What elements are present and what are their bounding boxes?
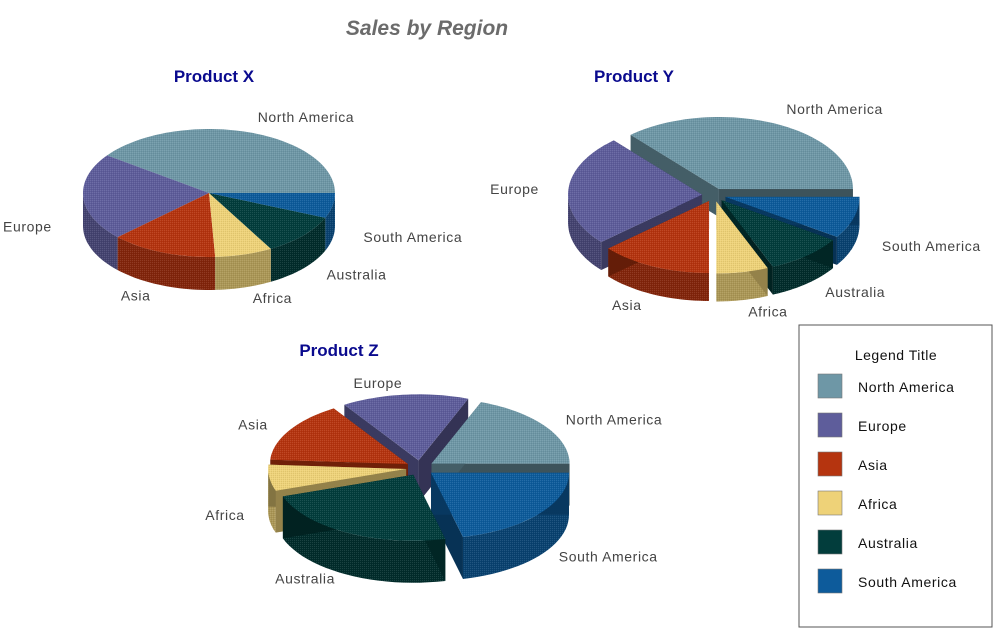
pie-tops-product-z — [268, 394, 570, 541]
pie-wall-texture — [117, 237, 216, 290]
legend-label-south-america: South America — [858, 574, 957, 590]
pie-slice-texture — [83, 155, 209, 238]
pie-slice-texture — [431, 402, 570, 464]
legend-item-europe: Europe — [817, 412, 907, 438]
pie-wall-texture — [83, 193, 118, 271]
pie-wall-texture — [568, 194, 602, 270]
slice-label-product-z-africa: Africa — [205, 507, 244, 523]
pie-wall-texture — [325, 193, 335, 251]
chart-title: Sales by Region — [346, 17, 508, 40]
pie-slice-texture — [725, 196, 860, 237]
pie-walls-product-x — [83, 193, 335, 290]
pie-title-product-z: Product Z — [299, 341, 378, 360]
pie-slice-texture — [716, 201, 768, 274]
pie-slice-texture — [270, 408, 408, 465]
legend-swatch-asia — [817, 451, 843, 477]
pie-product-z: Product Z North America Europe Asia Africa A… — [205, 341, 663, 587]
pie-tops-product-y — [568, 117, 860, 274]
pie-title-product-y: Product Y — [594, 67, 675, 86]
legend-label-asia: Asia — [858, 457, 888, 473]
pie-labels-product-y: North America Europe Asia Africa Australia So… — [490, 101, 981, 319]
slice-label-product-x-south-america: South America — [363, 229, 462, 245]
pie-slice-texture — [721, 200, 833, 267]
pie-slice-texture — [209, 193, 326, 249]
pie-slice-texture — [107, 129, 335, 193]
legend-swatch-australia — [817, 529, 843, 555]
slice-label-product-z-australia: Australia — [275, 571, 335, 587]
pie-product-x: Product X North America Europe Asia Africa A… — [3, 67, 462, 306]
pie-slice-texture — [282, 474, 446, 541]
pie-wall-texture — [282, 496, 446, 583]
legend-swatch-europe — [817, 412, 843, 438]
pie-wall-texture — [215, 248, 271, 290]
slice-label-product-z-south-america: South America — [559, 549, 658, 565]
slice-label-product-y-south-america: South America — [882, 238, 981, 254]
pie-slice-texture — [209, 193, 335, 218]
legend-swatch-africa — [817, 490, 843, 516]
legend-label-australia: Australia — [858, 535, 918, 551]
slice-label-product-y-europe: Europe — [490, 181, 539, 197]
pie-slice-texture — [431, 472, 569, 537]
pie-slice-texture — [117, 193, 216, 257]
slice-label-product-y-asia: Asia — [612, 297, 642, 313]
pie-slice-texture — [630, 117, 853, 189]
pie-slice-texture — [268, 464, 407, 491]
pie-title-product-x: Product X — [174, 67, 255, 86]
legend-swatch-north-america — [817, 373, 843, 399]
legend-title: Legend Title — [855, 347, 937, 363]
legend-label-north-america: North America — [858, 379, 955, 395]
pie-labels-product-z: North America Europe Asia Africa Australia So… — [205, 375, 663, 587]
pie-tops-product-x — [83, 129, 335, 257]
slice-label-product-x-africa: Africa — [253, 290, 292, 306]
slice-label-product-x-asia: Asia — [121, 287, 151, 303]
slice-label-product-z-north-america: North America — [566, 412, 663, 428]
slice-label-product-y-australia: Australia — [825, 284, 885, 300]
legend-item-australia: Australia — [817, 529, 918, 555]
pie-slice-texture — [608, 201, 709, 273]
legend-item-south-america: South America — [817, 568, 957, 594]
pie-slice-texture — [209, 193, 271, 257]
pie-labels-product-x: North America Europe Asia Africa Australia So… — [3, 109, 462, 306]
pie-wall-texture — [836, 196, 860, 265]
pie-wall-texture — [463, 472, 569, 579]
legend-label-africa: Africa — [858, 496, 897, 512]
pie-slice-texture — [568, 140, 702, 242]
slice-label-product-z-europe: Europe — [354, 375, 403, 391]
legend-item-africa: Africa — [817, 490, 897, 516]
slice-label-product-y-north-america: North America — [786, 101, 883, 117]
slice-label-product-z-asia: Asia — [238, 416, 268, 432]
pie-wall-texture — [270, 217, 326, 282]
legend-label-europe: Europe — [858, 418, 907, 434]
legend: Legend Title North America Europe Asia Afri… — [798, 324, 993, 628]
pie-slice-texture — [344, 394, 469, 461]
slice-label-product-x-north-america: North America — [258, 109, 355, 125]
legend-swatch-south-america — [817, 568, 843, 594]
slice-label-product-x-australia: Australia — [327, 266, 387, 282]
legend-item-asia: Asia — [817, 451, 888, 477]
slice-label-product-y-africa: Africa — [748, 303, 787, 319]
pie-product-y: Product Y North America Europe Asia Africa A… — [490, 67, 981, 319]
slice-label-product-x-europe: Europe — [3, 218, 52, 234]
legend-item-north-america: North America — [817, 373, 955, 399]
